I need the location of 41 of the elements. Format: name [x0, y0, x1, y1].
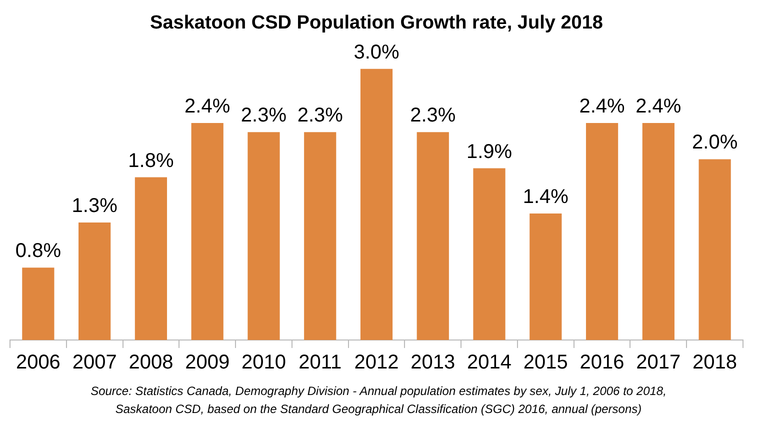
- x-tick-label: 2011: [298, 352, 342, 374]
- bar: [360, 68, 393, 340]
- source-note: Source: Statistics Canada, Demography Division - Annual population estimates by sex, July 1, 2006 to 2018, Saskatoon CSD, based on the Standard Geographical Classification (SGC) 2016, annual (persons): [90, 383, 668, 418]
- bar: [698, 159, 731, 340]
- bar: [530, 213, 562, 340]
- bar: [22, 268, 54, 340]
- x-tick-label: 2009: [185, 352, 230, 374]
- x-tick-label: 2016: [580, 352, 624, 374]
- x-tick-label: 2007: [72, 352, 117, 374]
- x-tick-label: 2013: [410, 352, 456, 374]
- data-label: 2.4%: [636, 96, 682, 118]
- x-tick-label: 2010: [241, 352, 286, 374]
- data-label: 0.8%: [15, 240, 62, 262]
- x-tick-label: 2018: [692, 352, 738, 374]
- x-tick-label: 2012: [354, 352, 399, 374]
- data-label: 2.3%: [297, 104, 344, 127]
- bar: [586, 123, 618, 340]
- bar: [304, 132, 336, 340]
- chart-title: Saskatoon CSD Population Growth rate, July 2018: [150, 12, 603, 34]
- bar: [642, 123, 674, 340]
- data-label: 2.3%: [240, 104, 287, 127]
- x-tick-label: 2014: [467, 352, 512, 374]
- bar: [191, 123, 224, 340]
- x-tick-label: 2017: [636, 352, 681, 374]
- data-label: 2.4%: [579, 96, 626, 118]
- bar: [416, 132, 449, 340]
- data-label: 2.3%: [410, 104, 456, 127]
- x-tick-label: 2008: [128, 352, 174, 374]
- bar: [248, 132, 280, 340]
- bar: [134, 177, 168, 340]
- data-label: 3.0%: [354, 41, 400, 64]
- x-tick-label: 2015: [523, 352, 568, 374]
- bar: [473, 168, 506, 340]
- data-label: 1.4%: [522, 186, 569, 208]
- data-label: 2.4%: [184, 96, 230, 118]
- data-label: 1.3%: [72, 194, 118, 217]
- data-label: 2.0%: [692, 132, 738, 154]
- x-tick-label: 2006: [16, 352, 60, 374]
- data-label: 1.9%: [466, 140, 512, 163]
- bar: [78, 222, 111, 340]
- data-label: 1.8%: [128, 150, 174, 172]
